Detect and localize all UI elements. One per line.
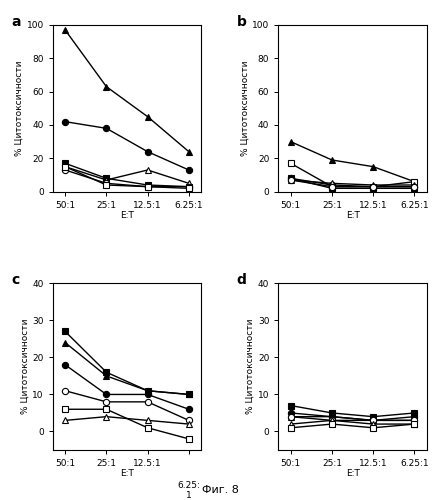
Text: d: d [237, 274, 247, 287]
X-axis label: E:T: E:T [120, 211, 134, 220]
Text: a: a [11, 15, 21, 29]
X-axis label: E:T: E:T [346, 470, 359, 478]
Text: Фиг. 8: Фиг. 8 [202, 485, 238, 495]
X-axis label: E:T: E:T [120, 470, 134, 478]
Y-axis label: % Цитотоксичности: % Цитотоксичности [21, 319, 29, 414]
Text: c: c [11, 274, 19, 287]
Text: b: b [237, 15, 247, 29]
Text: 6.25:
1: 6.25: 1 [177, 480, 200, 500]
X-axis label: E:T: E:T [346, 211, 359, 220]
Y-axis label: % Цитотоксичности: % Цитотоксичности [246, 319, 255, 414]
Y-axis label: % Цитотоксичности: % Цитотоксичности [240, 60, 249, 156]
Y-axis label: % Цитотоксичности: % Цитотоксичности [15, 60, 24, 156]
